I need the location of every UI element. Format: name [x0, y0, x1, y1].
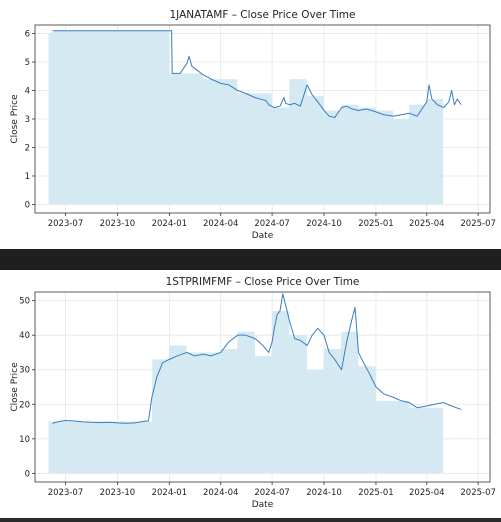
chart-1stprimfmf-xtick-label-5: 2024-10: [306, 488, 342, 498]
chart-1janatamf-xtick-label-8: 2025-07: [460, 219, 496, 229]
chart-1stprimfmf-ytick-label-5: 50: [19, 297, 30, 307]
panel-divider: [0, 249, 501, 270]
chart-1stprimfmf-ytick-label-3: 30: [19, 366, 30, 376]
chart-1janatamf-title: 1JANATAMF – Close Price Over Time: [170, 9, 356, 21]
chart-1stprimfmf-xtick-label-7: 2025-04: [409, 488, 445, 498]
chart-1stprimfmf-xtick-label-4: 2024-07: [254, 488, 290, 498]
chart-1janatamf-xtick-label-5: 2024-10: [306, 219, 342, 229]
chart-1janatamf-ytick-label-6: 6: [25, 30, 30, 40]
chart-1janatamf-xlabel: Date: [252, 231, 274, 241]
chart-1stprimfmf-title: 1STPRIMFMF – Close Price Over Time: [166, 276, 360, 288]
chart-1stprimfmf-ytick-label-4: 40: [19, 331, 30, 341]
chart-1janatamf-xtick-label-4: 2024-07: [254, 219, 290, 229]
chart-1janatamf-xtick-label-6: 2025-01: [358, 219, 394, 229]
chart-1janatamf-xtick-label-2: 2024-01: [152, 219, 188, 229]
chart-1janatamf-ytick-label-2: 2: [25, 143, 30, 153]
chart-1janatamf-ytick-label-1: 1: [25, 172, 30, 182]
chart-1janatamf-area-series-0: [48, 30, 444, 205]
chart-1stprimfmf-line-series-0: [52, 293, 462, 424]
chart-panel-1janatamf: 2023-07 2023-10 2024-01 2024-04 2024-07 2024-…: [0, 0, 501, 249]
chart-svg-1stprimfmf: 2023-07 2023-10 2024-01 2024-04 2024-07 2024-…: [10, 276, 496, 510]
chart-1janatamf-xtick-label-7: 2025-04: [409, 219, 445, 229]
chart-1stprimfmf-plot-frame: [34, 291, 491, 483]
chart-panel-1stprimfmf: 2023-07 2023-10 2024-01 2024-04 2024-07 2024-…: [0, 270, 501, 518]
chart-1stprimfmf-ytick-label-2: 20: [19, 400, 30, 410]
chart-1stprimfmf-xtick-label-6: 2025-01: [358, 488, 394, 498]
chart-1janatamf-xtick-label-3: 2024-04: [203, 219, 239, 229]
chart-1janatamf-xtick-label-1: 2023-10: [100, 219, 136, 229]
chart-1janatamf-ytick-label-0: 0: [25, 200, 30, 210]
chart-1stprimfmf-ytick-label-1: 10: [19, 435, 30, 445]
chart-1janatamf-xtick-label-0: 2023-07: [48, 219, 84, 229]
chart-1stprimfmf-xtick-label-3: 2024-04: [203, 488, 239, 498]
chart-1janatamf-ytick-label-4: 4: [25, 87, 30, 97]
chart-1stprimfmf-xlabel: Date: [252, 500, 274, 510]
chart-1stprimfmf-xtick-label-1: 2023-10: [100, 488, 136, 498]
chart-1stprimfmf-xtick-label-8: 2025-07: [460, 488, 496, 498]
chart-1stprimfmf-xtick-label-2: 2024-01: [152, 488, 188, 498]
chart-1janatamf-ytick-label-5: 5: [25, 58, 30, 68]
chart-1stprimfmf-ylabel: Close Price: [10, 362, 20, 412]
chart-1janatamf-line-series-0: [52, 30, 462, 119]
chart-1stprimfmf-ytick-label-0: 0: [25, 469, 30, 479]
chart-1janatamf-ytick-label-3: 3: [25, 115, 30, 125]
chart-1janatamf-ylabel: Close Price: [10, 94, 20, 144]
chart-svg-1janatamf: 2023-07 2023-10 2024-01 2024-04 2024-07 2024-…: [10, 9, 496, 241]
chart-1stprimfmf-xtick-label-0: 2023-07: [48, 488, 84, 498]
